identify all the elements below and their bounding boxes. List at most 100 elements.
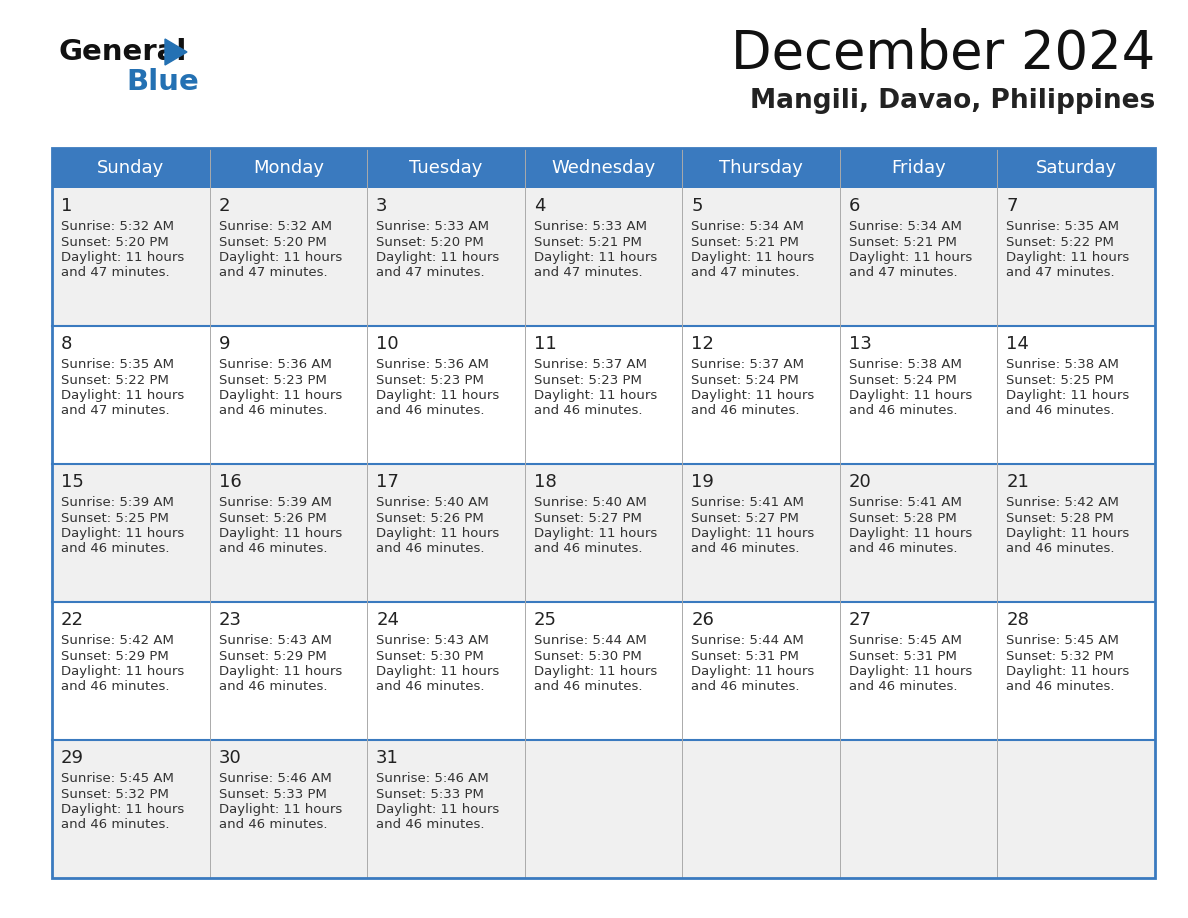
- Text: and 46 minutes.: and 46 minutes.: [61, 543, 170, 555]
- Text: 11: 11: [533, 335, 556, 353]
- Text: Sunrise: 5:39 AM: Sunrise: 5:39 AM: [219, 496, 331, 509]
- Text: Daylight: 11 hours: Daylight: 11 hours: [533, 251, 657, 264]
- Text: 18: 18: [533, 473, 556, 491]
- Text: Sunset: 5:31 PM: Sunset: 5:31 PM: [849, 650, 956, 663]
- Text: Sunrise: 5:41 AM: Sunrise: 5:41 AM: [691, 496, 804, 509]
- Text: and 46 minutes.: and 46 minutes.: [533, 405, 643, 418]
- Text: 5: 5: [691, 197, 703, 215]
- Text: Sunrise: 5:44 AM: Sunrise: 5:44 AM: [691, 634, 804, 647]
- Text: and 47 minutes.: and 47 minutes.: [61, 405, 170, 418]
- Text: Daylight: 11 hours: Daylight: 11 hours: [1006, 251, 1130, 264]
- Text: and 46 minutes.: and 46 minutes.: [849, 543, 958, 555]
- Text: Daylight: 11 hours: Daylight: 11 hours: [219, 251, 342, 264]
- Text: 7: 7: [1006, 197, 1018, 215]
- Text: Daylight: 11 hours: Daylight: 11 hours: [849, 665, 972, 678]
- Bar: [52, 740, 1155, 878]
- Text: and 46 minutes.: and 46 minutes.: [219, 405, 327, 418]
- Text: Sunset: 5:24 PM: Sunset: 5:24 PM: [849, 374, 956, 386]
- Text: Daylight: 11 hours: Daylight: 11 hours: [533, 389, 657, 402]
- Text: 6: 6: [849, 197, 860, 215]
- Text: 23: 23: [219, 611, 241, 629]
- Text: Daylight: 11 hours: Daylight: 11 hours: [1006, 389, 1130, 402]
- Text: Sunset: 5:23 PM: Sunset: 5:23 PM: [377, 374, 484, 386]
- Text: Daylight: 11 hours: Daylight: 11 hours: [219, 665, 342, 678]
- Text: Daylight: 11 hours: Daylight: 11 hours: [691, 527, 815, 540]
- Text: and 46 minutes.: and 46 minutes.: [219, 680, 327, 693]
- Text: Daylight: 11 hours: Daylight: 11 hours: [849, 251, 972, 264]
- Text: and 46 minutes.: and 46 minutes.: [691, 405, 800, 418]
- Text: and 46 minutes.: and 46 minutes.: [219, 543, 327, 555]
- Text: Sunset: 5:20 PM: Sunset: 5:20 PM: [61, 236, 169, 249]
- Text: 27: 27: [849, 611, 872, 629]
- Text: 8: 8: [61, 335, 72, 353]
- Text: and 46 minutes.: and 46 minutes.: [849, 405, 958, 418]
- Text: 25: 25: [533, 611, 557, 629]
- Text: 4: 4: [533, 197, 545, 215]
- Text: Daylight: 11 hours: Daylight: 11 hours: [533, 527, 657, 540]
- Text: Sunset: 5:21 PM: Sunset: 5:21 PM: [691, 236, 800, 249]
- Text: Daylight: 11 hours: Daylight: 11 hours: [61, 389, 184, 402]
- Text: and 46 minutes.: and 46 minutes.: [377, 819, 485, 832]
- Text: Sunrise: 5:40 AM: Sunrise: 5:40 AM: [377, 496, 489, 509]
- Text: Sunset: 5:30 PM: Sunset: 5:30 PM: [377, 650, 484, 663]
- Text: Sunset: 5:22 PM: Sunset: 5:22 PM: [1006, 236, 1114, 249]
- Text: Sunset: 5:32 PM: Sunset: 5:32 PM: [1006, 650, 1114, 663]
- Text: and 46 minutes.: and 46 minutes.: [1006, 680, 1114, 693]
- Text: and 46 minutes.: and 46 minutes.: [849, 680, 958, 693]
- Text: 13: 13: [849, 335, 872, 353]
- Text: Sunrise: 5:43 AM: Sunrise: 5:43 AM: [377, 634, 489, 647]
- Text: Sunset: 5:29 PM: Sunset: 5:29 PM: [219, 650, 327, 663]
- Text: and 46 minutes.: and 46 minutes.: [61, 819, 170, 832]
- Text: Daylight: 11 hours: Daylight: 11 hours: [377, 803, 499, 816]
- Text: 15: 15: [61, 473, 84, 491]
- Text: and 47 minutes.: and 47 minutes.: [849, 266, 958, 279]
- Text: Sunset: 5:26 PM: Sunset: 5:26 PM: [219, 511, 327, 524]
- Text: Sunrise: 5:46 AM: Sunrise: 5:46 AM: [219, 772, 331, 785]
- Text: 10: 10: [377, 335, 399, 353]
- Text: 20: 20: [849, 473, 872, 491]
- Text: Daylight: 11 hours: Daylight: 11 hours: [691, 665, 815, 678]
- Text: General: General: [58, 38, 187, 66]
- Bar: [52, 602, 1155, 740]
- Text: Sunday: Sunday: [97, 159, 164, 177]
- Text: Sunset: 5:25 PM: Sunset: 5:25 PM: [1006, 374, 1114, 386]
- Text: 24: 24: [377, 611, 399, 629]
- Text: Daylight: 11 hours: Daylight: 11 hours: [691, 389, 815, 402]
- Text: 30: 30: [219, 749, 241, 767]
- Text: Sunrise: 5:45 AM: Sunrise: 5:45 AM: [1006, 634, 1119, 647]
- Text: and 47 minutes.: and 47 minutes.: [61, 266, 170, 279]
- Text: Sunset: 5:33 PM: Sunset: 5:33 PM: [219, 788, 327, 800]
- Bar: [52, 148, 1155, 188]
- Text: Daylight: 11 hours: Daylight: 11 hours: [377, 389, 499, 402]
- Text: 14: 14: [1006, 335, 1029, 353]
- Text: Daylight: 11 hours: Daylight: 11 hours: [377, 251, 499, 264]
- Text: 28: 28: [1006, 611, 1029, 629]
- Text: Tuesday: Tuesday: [409, 159, 482, 177]
- Text: Daylight: 11 hours: Daylight: 11 hours: [1006, 665, 1130, 678]
- Text: Sunrise: 5:41 AM: Sunrise: 5:41 AM: [849, 496, 962, 509]
- Text: Daylight: 11 hours: Daylight: 11 hours: [219, 527, 342, 540]
- Text: Sunset: 5:23 PM: Sunset: 5:23 PM: [533, 374, 642, 386]
- Text: 16: 16: [219, 473, 241, 491]
- Text: Daylight: 11 hours: Daylight: 11 hours: [377, 527, 499, 540]
- Text: and 46 minutes.: and 46 minutes.: [219, 819, 327, 832]
- Text: 19: 19: [691, 473, 714, 491]
- Bar: [52, 464, 1155, 602]
- Text: Sunrise: 5:40 AM: Sunrise: 5:40 AM: [533, 496, 646, 509]
- Text: and 46 minutes.: and 46 minutes.: [533, 680, 643, 693]
- Text: Sunrise: 5:42 AM: Sunrise: 5:42 AM: [1006, 496, 1119, 509]
- Text: and 46 minutes.: and 46 minutes.: [533, 543, 643, 555]
- Text: and 47 minutes.: and 47 minutes.: [219, 266, 327, 279]
- Text: Wednesday: Wednesday: [551, 159, 656, 177]
- Text: Sunset: 5:33 PM: Sunset: 5:33 PM: [377, 788, 484, 800]
- Text: Sunset: 5:21 PM: Sunset: 5:21 PM: [849, 236, 956, 249]
- Text: 29: 29: [61, 749, 84, 767]
- Text: Daylight: 11 hours: Daylight: 11 hours: [691, 251, 815, 264]
- Text: and 47 minutes.: and 47 minutes.: [533, 266, 643, 279]
- Bar: [52, 326, 1155, 464]
- Bar: [52, 188, 1155, 326]
- Text: Daylight: 11 hours: Daylight: 11 hours: [533, 665, 657, 678]
- Text: Sunrise: 5:38 AM: Sunrise: 5:38 AM: [849, 358, 962, 371]
- Text: Sunset: 5:26 PM: Sunset: 5:26 PM: [377, 511, 484, 524]
- Text: Sunrise: 5:45 AM: Sunrise: 5:45 AM: [849, 634, 962, 647]
